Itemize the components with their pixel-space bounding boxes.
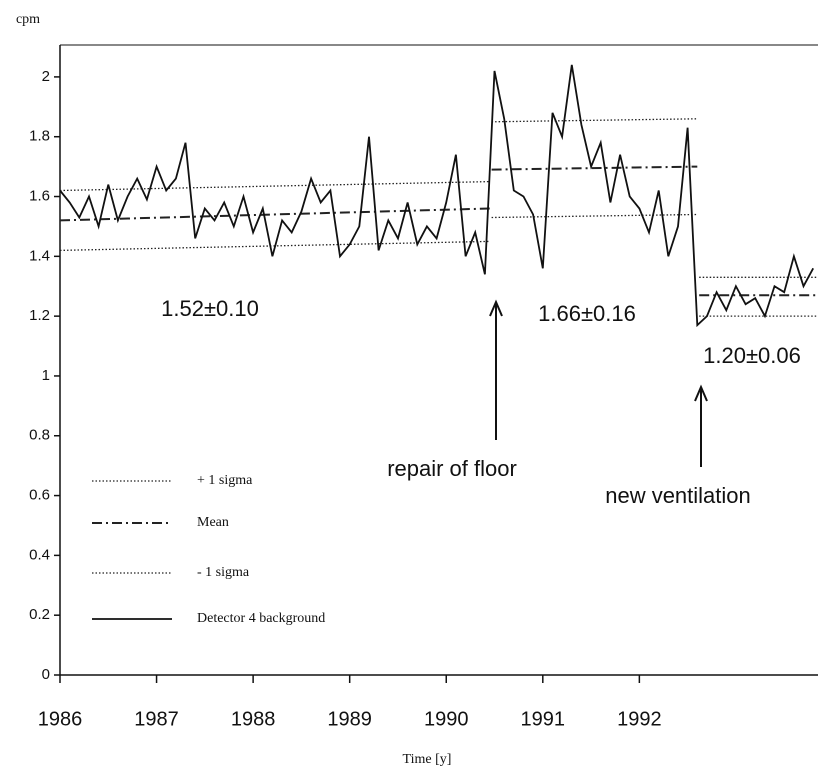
annotation: repair of floor — [387, 456, 517, 481]
x-tick-label: 1992 — [617, 708, 662, 730]
arrow-head — [489, 299, 503, 317]
y-tick-label: 1.8 — [29, 128, 50, 145]
annotation: new ventilation — [605, 483, 751, 508]
y-tick-label: 2 — [42, 68, 50, 85]
legend-label: + 1 sigma — [197, 473, 253, 488]
y-tick-label: 0.2 — [29, 606, 50, 623]
series-line — [59, 180, 490, 192]
y-tick-label: 1.6 — [29, 187, 50, 204]
x-tick-label: 1989 — [327, 708, 372, 730]
annotation: 1.66±0.16 — [538, 301, 636, 326]
series-line — [491, 165, 698, 171]
annotation: 1.52±0.10 — [161, 296, 259, 321]
x-tick-label: 1986 — [38, 708, 83, 730]
y-tick-label: 0.6 — [29, 487, 50, 504]
annotation: 1.20±0.06 — [703, 343, 801, 368]
y-tick-label: 0 — [42, 666, 50, 683]
x-tick-label: 1990 — [424, 708, 469, 730]
x-tick-label: 1991 — [521, 708, 566, 730]
y-tick-label: 1 — [42, 367, 50, 384]
legend-label: Detector 4 background — [197, 611, 325, 626]
x-tick-label: 1987 — [134, 708, 179, 730]
x-tick-label: 1988 — [231, 708, 276, 730]
series-line — [491, 213, 698, 219]
legend-label: Mean — [197, 515, 229, 530]
y-tick-label: 1.2 — [29, 307, 50, 324]
arrow-head — [694, 384, 708, 402]
y-tick-label: 0.4 — [29, 546, 50, 563]
series-line — [59, 207, 490, 222]
legend-label: - 1 sigma — [197, 565, 250, 580]
y-axis-label: cpm — [16, 12, 40, 27]
series-line — [59, 64, 814, 328]
y-tick-label: 0.8 — [29, 427, 50, 444]
series-line — [491, 118, 698, 123]
x-axis-label: Time [y] — [403, 752, 452, 767]
y-tick-label: 1.4 — [29, 247, 50, 264]
